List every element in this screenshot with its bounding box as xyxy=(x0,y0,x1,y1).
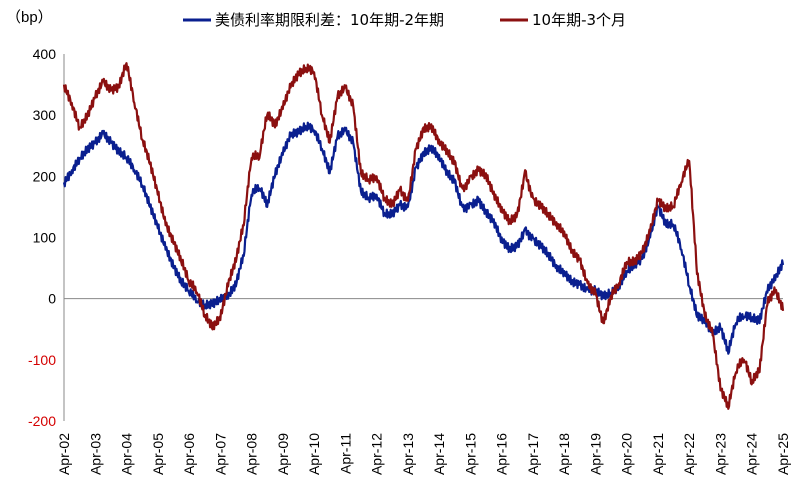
y-axis-ticks: 400 300 200 100 0 -100 -200 xyxy=(28,46,56,429)
y-tick-label: 100 xyxy=(33,230,57,246)
x-tick-label: Apr-16 xyxy=(494,433,510,475)
x-tick-label: Apr-20 xyxy=(619,433,635,475)
x-tick-label: Apr-21 xyxy=(650,433,666,475)
y-unit-label: （bp） xyxy=(6,9,53,26)
x-tick-label: Apr-13 xyxy=(400,433,416,475)
x-tick-label: Apr-06 xyxy=(181,433,197,475)
legend-label-spread-10y-3m: 10年期-3个月 xyxy=(532,11,626,29)
x-tick-label: Apr-14 xyxy=(431,433,447,475)
x-tick-label: Apr-07 xyxy=(212,433,228,475)
x-tick-label: Apr-15 xyxy=(462,433,478,475)
x-tick-label: Apr-22 xyxy=(681,433,697,475)
y-tick-label: 0 xyxy=(48,291,56,307)
x-tick-label: Apr-04 xyxy=(119,433,135,475)
x-tick-label: Apr-09 xyxy=(275,433,291,475)
x-tick-label: Apr-02 xyxy=(56,433,72,475)
y-tick-label: 200 xyxy=(33,168,57,184)
x-tick-label: Apr-17 xyxy=(525,433,541,475)
x-tick-label: Apr-18 xyxy=(556,433,572,475)
series-line-spread-10y-2y xyxy=(62,121,785,355)
x-tick-label: Apr-23 xyxy=(712,433,728,475)
x-tick-label: Apr-05 xyxy=(150,433,166,475)
x-tick-label: Apr-24 xyxy=(744,433,760,475)
x-tick-label: Apr-03 xyxy=(87,433,103,475)
x-tick-label: Apr-10 xyxy=(306,433,322,475)
legend-label-spread-10y-2y: 美债利率期限利差：10年期-2年期 xyxy=(215,11,444,29)
series-line-spread-10y-3m xyxy=(62,62,785,410)
x-tick-label: Apr-11 xyxy=(337,433,353,474)
x-tick-label: Apr-19 xyxy=(587,433,603,475)
x-tick-label: Apr-25 xyxy=(775,433,791,475)
y-tick-label: -100 xyxy=(28,352,56,368)
x-tick-label: Apr-08 xyxy=(244,433,260,475)
legend: 美债利率期限利差：10年期-2年期 10年期-3个月 xyxy=(183,11,626,29)
y-tick-label: -200 xyxy=(28,413,56,429)
y-tick-label: 300 xyxy=(33,107,57,123)
x-tick-label: Apr-12 xyxy=(369,433,385,475)
y-tick-label: 400 xyxy=(33,46,57,62)
x-axis-ticks: Apr-02 Apr-03 Apr-04 Apr-05 Apr-06 Apr-07 Apr-… xyxy=(56,433,791,475)
